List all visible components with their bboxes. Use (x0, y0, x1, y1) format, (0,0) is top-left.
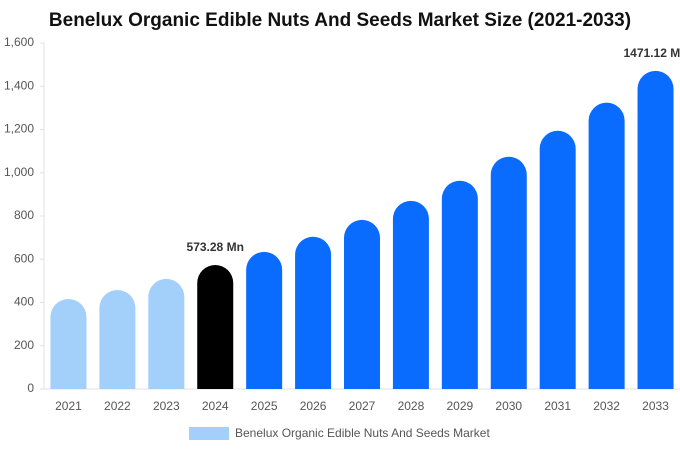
value-label: 1471.12 Mn (624, 46, 680, 60)
x-tick-label: 2031 (544, 399, 571, 413)
bar (295, 236, 332, 389)
x-tick-label: 2026 (300, 399, 327, 413)
value-label: 573.28 Mn (187, 240, 244, 254)
legend-swatch (189, 427, 229, 440)
x-tick-label: 2033 (642, 399, 669, 413)
x-tick-label: 2022 (104, 399, 131, 413)
x-tick-label: 2029 (446, 399, 473, 413)
x-tick-label: 2023 (153, 399, 180, 413)
bar (148, 278, 185, 389)
legend-label: Benelux Organic Edible Nuts And Seeds Ma… (235, 426, 490, 440)
bar (490, 156, 527, 389)
x-tick-label: 2025 (251, 399, 278, 413)
y-tick-label: 800 (14, 208, 34, 222)
bar (99, 289, 136, 389)
x-tick-label: 2030 (495, 399, 522, 413)
y-tick-label: 1,400 (4, 78, 34, 92)
y-tick-label: 0 (27, 381, 34, 395)
bar (539, 130, 576, 390)
x-tick-label: 2032 (593, 399, 620, 413)
bar (344, 219, 380, 389)
y-tick-label: 200 (14, 338, 34, 352)
x-tick-label: 2028 (398, 399, 425, 413)
y-tick-label: 1,000 (4, 165, 34, 179)
bar (637, 70, 674, 390)
x-tick-label: 2021 (55, 399, 82, 413)
bar (246, 251, 283, 389)
y-tick-label: 1,600 (4, 35, 34, 49)
y-tick-label: 400 (14, 295, 34, 309)
bar (441, 180, 478, 389)
y-tick-label: 1,200 (4, 122, 34, 136)
y-tick-label: 600 (14, 251, 34, 265)
bar (197, 265, 234, 389)
x-tick-label: 2024 (202, 399, 229, 413)
bar (392, 200, 429, 389)
chart-title: Benelux Organic Edible Nuts And Seeds Ma… (49, 10, 631, 31)
x-tick-label: 2027 (349, 399, 376, 413)
bar (50, 299, 87, 389)
bar (588, 102, 625, 389)
